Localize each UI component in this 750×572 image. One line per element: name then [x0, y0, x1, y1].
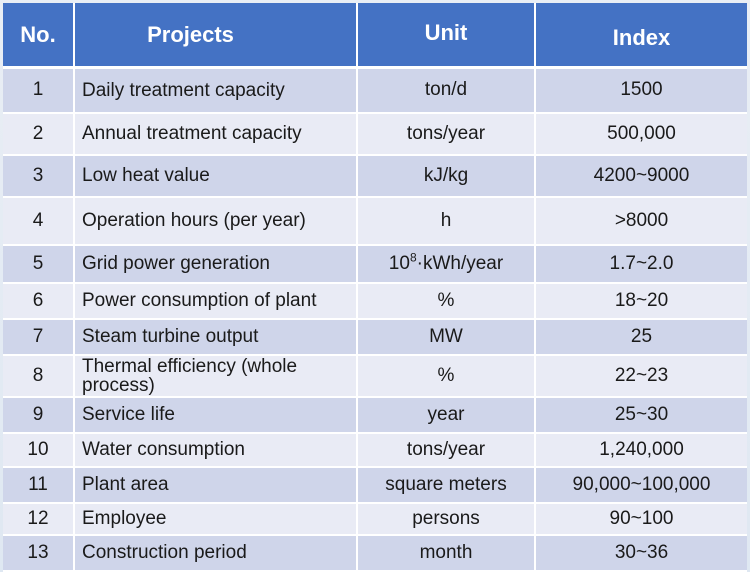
row-unit: 108·kWh/year — [357, 244, 536, 284]
row-no: 8 — [3, 354, 75, 398]
table-row: 6 Power consumption of plant % 18~20 — [3, 282, 747, 320]
table-row: 7 Steam turbine output MW 25 — [3, 318, 747, 356]
row-project: Steam turbine output — [74, 318, 358, 356]
unit-exponent: 8 — [409, 250, 417, 265]
row-project: Daily treatment capacity — [74, 67, 358, 114]
table-row: 3 Low heat value kJ/kg 4200~9000 — [3, 154, 747, 198]
row-project: Low heat value — [74, 154, 358, 198]
row-index: 90,000~100,000 — [535, 466, 747, 504]
row-unit: tons/year — [357, 432, 536, 468]
row-unit: tons/year — [357, 112, 536, 156]
row-no: 1 — [3, 67, 75, 114]
row-index: 18~20 — [535, 282, 747, 320]
row-no: 10 — [3, 432, 75, 468]
row-index: 1,240,000 — [535, 432, 747, 468]
row-unit: % — [357, 354, 536, 398]
row-index: 30~36 — [535, 534, 747, 572]
row-unit: % — [357, 282, 536, 320]
row-unit: persons — [357, 502, 536, 536]
table-row: 5 Grid power generation 108·kWh/year 1.7… — [3, 244, 747, 284]
row-project: Service life — [74, 396, 358, 434]
row-no: 5 — [3, 244, 75, 284]
header-projects: Projects — [74, 3, 358, 69]
row-index: 25 — [535, 318, 747, 356]
row-no: 7 — [3, 318, 75, 356]
project-index-table: No. Projects Unit Index 1 Daily treatmen… — [3, 3, 747, 572]
row-unit: h — [357, 196, 536, 246]
row-unit: month — [357, 534, 536, 572]
row-unit: ton/d — [357, 67, 536, 114]
row-project: Power consumption of plant — [74, 282, 358, 320]
header-index: Index — [535, 3, 747, 69]
row-unit: square meters — [357, 466, 536, 504]
row-no: 12 — [3, 502, 75, 536]
header-unit: Unit — [357, 3, 536, 69]
row-project: Water consumption — [74, 432, 358, 468]
table-row: 2 Annual treatment capacity tons/year 50… — [3, 112, 747, 156]
header-row: No. Projects Unit Index — [3, 3, 747, 69]
table-row: 9 Service life year 25~30 — [3, 396, 747, 434]
unit-base: 10 — [388, 252, 410, 274]
table-row: 10 Water consumption tons/year 1,240,000 — [3, 432, 747, 468]
row-unit: MW — [357, 318, 536, 356]
table-row: 8 Thermal efficiency (whole process) % 2… — [3, 354, 747, 398]
row-no: 13 — [3, 534, 75, 572]
row-unit: kJ/kg — [357, 154, 536, 198]
row-index: 1.7~2.0 — [535, 244, 747, 284]
table-row: 11 Plant area square meters 90,000~100,0… — [3, 466, 747, 504]
unit-rest: ·kWh/year — [416, 252, 504, 274]
row-project: Grid power generation — [74, 244, 358, 284]
row-index: 1500 — [535, 67, 747, 114]
table-row: 12 Employee persons 90~100 — [3, 502, 747, 536]
row-index: 500,000 — [535, 112, 747, 156]
table-row: 13 Construction period month 30~36 — [3, 534, 747, 572]
table-row: 1 Daily treatment capacity ton/d 1500 — [3, 67, 747, 114]
row-no: 11 — [3, 466, 75, 504]
row-project: Plant area — [74, 466, 358, 504]
row-project: Thermal efficiency (whole process) — [74, 354, 358, 398]
row-no: 4 — [3, 196, 75, 246]
row-index: 90~100 — [535, 502, 747, 536]
row-index: 4200~9000 — [535, 154, 747, 198]
row-index: 25~30 — [535, 396, 747, 434]
row-no: 6 — [3, 282, 75, 320]
row-project: Operation hours (per year) — [74, 196, 358, 246]
header-no: No. — [3, 3, 75, 69]
row-index: >8000 — [535, 196, 747, 246]
row-index: 22~23 — [535, 354, 747, 398]
row-no: 2 — [3, 112, 75, 156]
row-unit: year — [357, 396, 536, 434]
table-row: 4 Operation hours (per year) h >8000 — [3, 196, 747, 246]
row-project: Employee — [74, 502, 358, 536]
row-no: 9 — [3, 396, 75, 434]
row-no: 3 — [3, 154, 75, 198]
row-project: Annual treatment capacity — [74, 112, 358, 156]
row-project: Construction period — [74, 534, 358, 572]
